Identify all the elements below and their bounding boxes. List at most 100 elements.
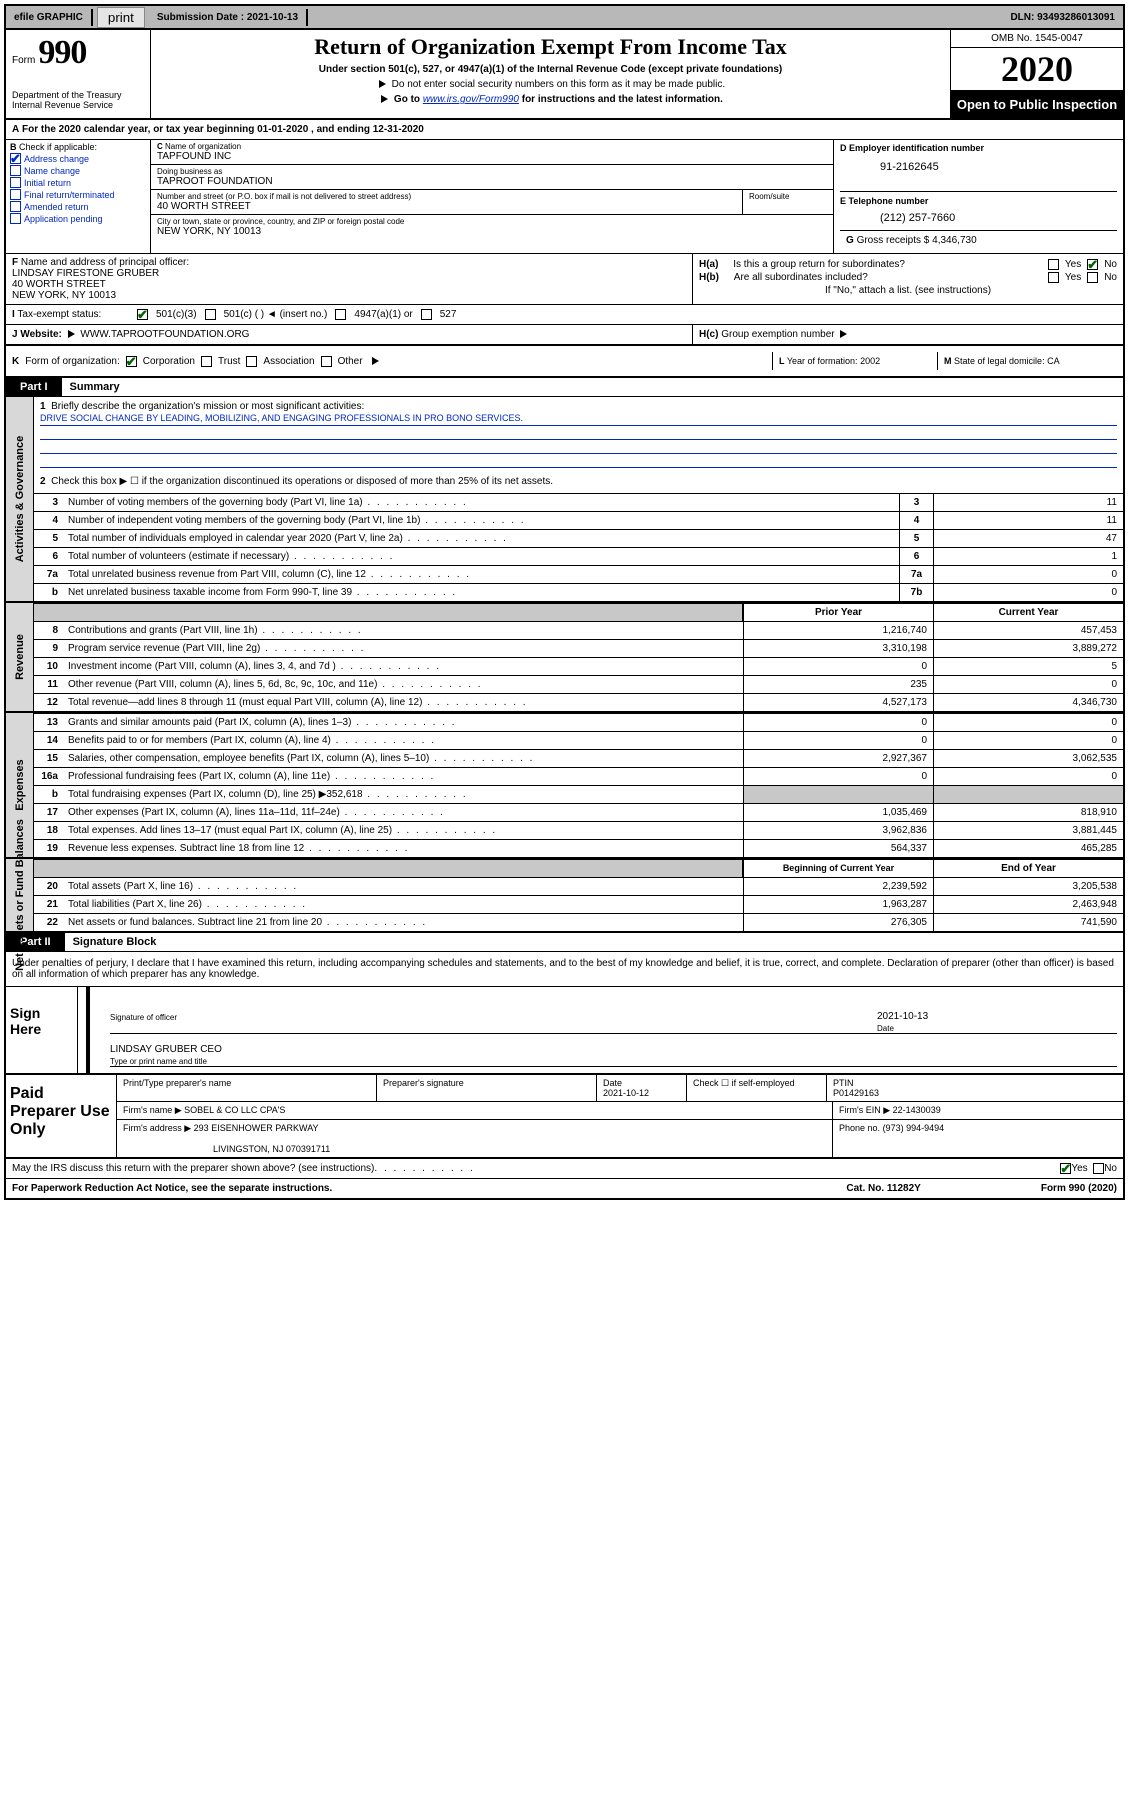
omb-number: OMB No. 1545-0047 [951, 30, 1123, 48]
gov-line: bNet unrelated business taxable income f… [34, 583, 1123, 601]
chk-other[interactable] [321, 356, 332, 367]
hc-group-exemption: H(c) Group exemption number [693, 325, 1123, 344]
print-button[interactable]: print [97, 7, 145, 28]
ha-yes[interactable] [1048, 259, 1059, 270]
f-officer: F Name and address of principal officer:… [6, 254, 693, 304]
cat-no: Cat. No. 11282Y [846, 1183, 920, 1194]
m-state-domicile: M State of legal domicile: CA [937, 352, 1117, 370]
ha-no[interactable] [1087, 259, 1098, 270]
vtab-governance: Activities & Governance [6, 397, 34, 601]
chk-501c3[interactable] [137, 309, 148, 320]
gov-line: 5Total number of individuals employed in… [34, 529, 1123, 547]
f-h-row: F Name and address of principal officer:… [6, 254, 1123, 305]
col-prior-year: Prior Year [743, 604, 933, 621]
chk-trust[interactable] [201, 356, 212, 367]
form-foot: Form 990 (2020) [1041, 1183, 1117, 1194]
form-subtitle: Under section 501(c), 527, or 4947(a)(1)… [159, 64, 942, 75]
c-block: C Name of organization TAPFOUND INC Doin… [151, 140, 833, 253]
l-year-formation: L Year of formation: 2002 [772, 352, 937, 370]
submission-date: Submission Date : 2021-10-13 [149, 9, 308, 26]
data-line: 12Total revenue—add lines 8 through 11 (… [34, 693, 1123, 711]
discuss-row: May the IRS discuss this return with the… [6, 1159, 1123, 1179]
header-center: Return of Organization Exempt From Incom… [151, 30, 951, 118]
gov-line: 3Number of voting members of the governi… [34, 493, 1123, 511]
website: J Website: WWW.TAPROOTFOUNDATION.ORG [6, 325, 693, 344]
prep-date: 2021-10-12 [603, 1088, 649, 1098]
h-block: H(a) Is this a group return for subordin… [693, 254, 1123, 304]
declaration: Under penalties of perjury, I declare th… [6, 952, 1123, 987]
sign-here-label: Sign Here [6, 987, 78, 1073]
chk-final-return[interactable] [10, 189, 21, 200]
data-line: 17Other expenses (Part IX, column (A), l… [34, 803, 1123, 821]
dept-treasury: Department of the Treasury [12, 90, 144, 100]
gov-line: 7aTotal unrelated business revenue from … [34, 565, 1123, 583]
form-number: 990 [38, 34, 86, 72]
ein: 91-2162645 [840, 161, 1117, 173]
chk-address-change[interactable] [10, 153, 21, 164]
col-begin-year: Beginning of Current Year [743, 860, 933, 877]
gov-line: 6Total number of volunteers (estimate if… [34, 547, 1123, 565]
data-line: 8Contributions and grants (Part VIII, li… [34, 621, 1123, 639]
j-hc-row: J Website: WWW.TAPROOTFOUNDATION.ORG H(c… [6, 325, 1123, 346]
firm-name: SOBEL & CO LLC CPA'S [184, 1105, 285, 1115]
col-end-year: End of Year [933, 860, 1123, 877]
vtab-revenue: Revenue [6, 603, 34, 711]
col-current-year: Current Year [933, 604, 1123, 621]
form-word: Form [12, 55, 35, 66]
form-warning: Do not enter social security numbers on … [159, 79, 942, 90]
block-b-c-d: B Check if applicable: Address change Na… [6, 140, 1123, 254]
chk-association[interactable] [246, 356, 257, 367]
open-to-public: Open to Public Inspection [951, 91, 1123, 118]
efile-label: efile GRAPHIC [6, 9, 93, 26]
header-right: OMB No. 1545-0047 2020 Open to Public In… [951, 30, 1123, 118]
hb-no[interactable] [1087, 272, 1098, 283]
ptin: P01429163 [833, 1088, 879, 1098]
data-line: 19Revenue less expenses. Subtract line 1… [34, 839, 1123, 857]
irs-label: Internal Revenue Service [12, 100, 144, 110]
data-line: 18Total expenses. Add lines 13–17 (must … [34, 821, 1123, 839]
section-revenue: Revenue Prior Year Current Year 8Contrib… [6, 603, 1123, 713]
dba-name: TAPROOT FOUNDATION [157, 176, 827, 187]
data-line: 20Total assets (Part X, line 16)2,239,59… [34, 877, 1123, 895]
line-a: A For the 2020 calendar year, or tax yea… [6, 120, 1123, 140]
data-line: 10Investment income (Part VIII, column (… [34, 657, 1123, 675]
firm-ein: 22-1430039 [893, 1105, 941, 1115]
form-container: efile GRAPHIC print Submission Date : 20… [4, 4, 1125, 1200]
section-governance: Activities & Governance 1 Briefly descri… [6, 397, 1123, 603]
header: Form 990 Department of the Treasury Inte… [6, 30, 1123, 120]
gross-receipts: G Gross receipts $ 4,346,730 [840, 230, 1117, 250]
paid-preparer-label: Paid Preparer Use Only [6, 1075, 116, 1157]
vtab-net-assets: Net Assets or Fund Balances [6, 859, 34, 931]
d-e-g-block: D Employer identification number 91-2162… [833, 140, 1123, 253]
data-line: 21Total liabilities (Part X, line 26)1,9… [34, 895, 1123, 913]
form-title: Return of Organization Exempt From Incom… [159, 34, 942, 60]
footer: For Paperwork Reduction Act Notice, see … [6, 1179, 1123, 1198]
b-checkboxes: B Check if applicable: Address change Na… [6, 140, 151, 253]
telephone: (212) 257-7660 [840, 212, 1117, 224]
topbar: efile GRAPHIC print Submission Date : 20… [6, 6, 1123, 30]
chk-501c[interactable] [205, 309, 216, 320]
form-link-line: Go to www.irs.gov/Form990 for instructio… [159, 94, 942, 105]
chk-name-change[interactable] [10, 165, 21, 176]
irs-link[interactable]: www.irs.gov/Form990 [423, 94, 519, 105]
city-state-zip: NEW YORK, NY 10013 [157, 226, 827, 237]
sign-here-row: Sign Here Signature of officer 2021-10-1… [6, 987, 1123, 1075]
hb-yes[interactable] [1048, 272, 1059, 283]
chk-initial-return[interactable] [10, 177, 21, 188]
dln: DLN: 93493286013091 [1002, 9, 1123, 26]
header-left: Form 990 Department of the Treasury Inte… [6, 30, 151, 118]
chk-4947[interactable] [335, 309, 346, 320]
gov-line: 4Number of independent voting members of… [34, 511, 1123, 529]
chk-application-pending[interactable] [10, 213, 21, 224]
chk-corporation[interactable] [126, 356, 137, 367]
k-l-m-row: K Form of organization: Corporation Trus… [6, 346, 1123, 378]
i-tax-exempt: I Tax-exempt status: 501(c)(3) 501(c) ( … [6, 305, 1123, 325]
chk-amended[interactable] [10, 201, 21, 212]
data-line: 15Salaries, other compensation, employee… [34, 749, 1123, 767]
discuss-no[interactable] [1093, 1163, 1104, 1174]
data-line: 16aProfessional fundraising fees (Part I… [34, 767, 1123, 785]
discuss-yes[interactable] [1060, 1163, 1071, 1174]
tax-year: 2020 [951, 48, 1123, 91]
chk-527[interactable] [421, 309, 432, 320]
org-name: TAPFOUND INC [157, 151, 827, 162]
